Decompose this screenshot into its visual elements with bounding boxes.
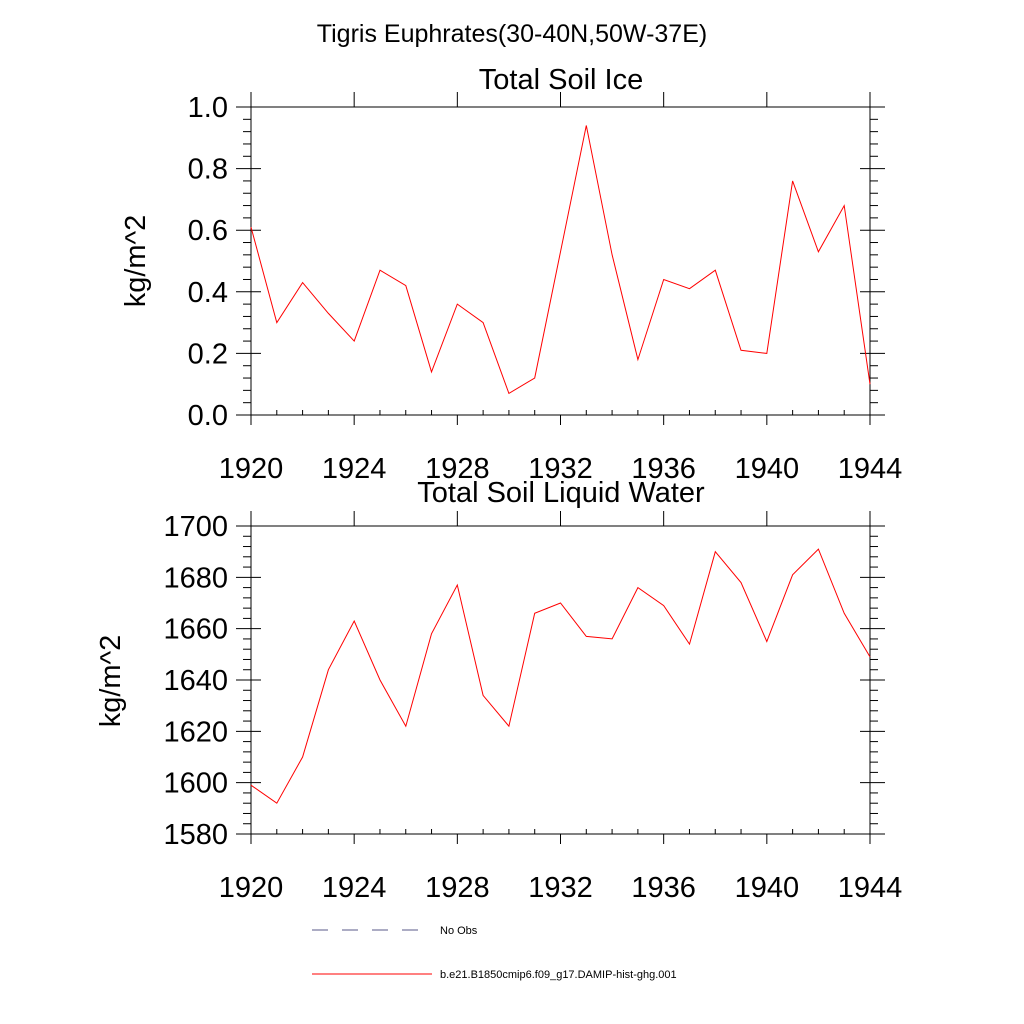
data-point [354,620,355,621]
y-tick-label: 0.8 [188,154,228,186]
data-point [586,636,587,637]
y-tick-label: 0.2 [188,338,228,370]
data-point [508,726,509,727]
data-point [328,313,329,314]
x-tick-label: 1940 [735,872,800,904]
data-point [302,282,303,283]
y-tick-label: 1680 [163,562,228,594]
y-tick-label: 1640 [163,665,228,697]
x-tick-label: 1928 [425,872,490,904]
x-tick-label: 1944 [838,453,903,485]
data-point [689,288,690,289]
data-point [586,125,587,126]
y-tick-label: 1700 [163,511,228,543]
y-tick-label: 1580 [163,819,228,851]
data-point [250,785,251,786]
data-point [818,251,819,252]
data-point [534,377,535,378]
plot-frame [250,106,871,416]
panel-title: Total Soil Liquid Water [417,477,705,509]
data-point [250,227,251,228]
x-tick-label: 1940 [735,453,800,485]
data-point [637,359,638,360]
y-axis-label: kg/m^2 [120,215,152,308]
data-point [431,371,432,372]
data-point [276,322,277,323]
data-point [483,695,484,696]
data-point [560,602,561,603]
x-tick-label: 1936 [631,453,696,485]
data-point [869,384,870,385]
plot-frame [250,525,871,835]
data-point [715,270,716,271]
legend-label-model-run: b.e21.B1850cmip6.f09_g17.DAMIP-hist-ghg.… [440,969,677,981]
x-tick-label: 1932 [528,872,593,904]
x-tick-label: 1924 [322,872,387,904]
y-tick-label: 0.0 [188,400,228,432]
data-point [302,756,303,757]
x-tick-label: 1920 [219,453,284,485]
data-point [663,279,664,280]
legend-label-no-obs: No Obs [440,925,478,937]
data-point [379,270,380,271]
data-point [405,285,406,286]
y-tick-label: 0.6 [188,215,228,247]
data-point [276,803,277,804]
data-point [844,205,845,206]
x-tick-label: 1928 [425,453,490,485]
data-point [844,613,845,614]
data-point [483,322,484,323]
data-point [560,251,561,252]
data-point [740,350,741,351]
panel-total-soil-ice: Total Soil Ice kg/m^2 1920 1924 1928 1932 19… [120,64,902,485]
x-tick-label: 1924 [322,453,387,485]
y-tick-label: 1.0 [188,92,228,124]
data-point [818,549,819,550]
data-point [405,726,406,727]
data-point [611,638,612,639]
data-point [766,353,767,354]
data-point [431,633,432,634]
data-point [740,582,741,583]
y-tick-label: 1600 [163,768,228,800]
y-tick-label: 1660 [163,614,228,646]
data-point [715,551,716,552]
x-tick-label: 1936 [631,872,696,904]
data-point [689,643,690,644]
series-line [250,125,871,395]
data-point [354,340,355,341]
data-point [869,656,870,657]
series-line [250,548,871,804]
data-point [534,613,535,614]
data-point [457,304,458,305]
panel-title: Total Soil Ice [479,64,643,96]
data-point [637,587,638,588]
y-tick-label: 0.4 [188,277,228,309]
y-axis-label: kg/m^2 [95,635,127,728]
data-point [792,180,793,181]
data-point [766,641,767,642]
x-tick-label: 1920 [219,872,284,904]
data-point [663,605,664,606]
legend: No Obs b.e21.B1850cmip6.f09_g17.DAMIP-hi… [312,925,677,981]
panel-total-soil-liquid-water: Total Soil Liquid Water kg/m^2 1920 1924 1… [95,477,902,904]
x-tick-label: 1932 [528,453,593,485]
data-point [328,669,329,670]
data-point [792,574,793,575]
data-point [457,584,458,585]
data-point [508,393,509,394]
figure-title: Tigris Euphrates(30-40N,50W-37E) [317,20,707,48]
data-point [611,254,612,255]
y-tick-label: 1620 [163,716,228,748]
data-point [379,679,380,680]
x-tick-label: 1944 [838,872,903,904]
